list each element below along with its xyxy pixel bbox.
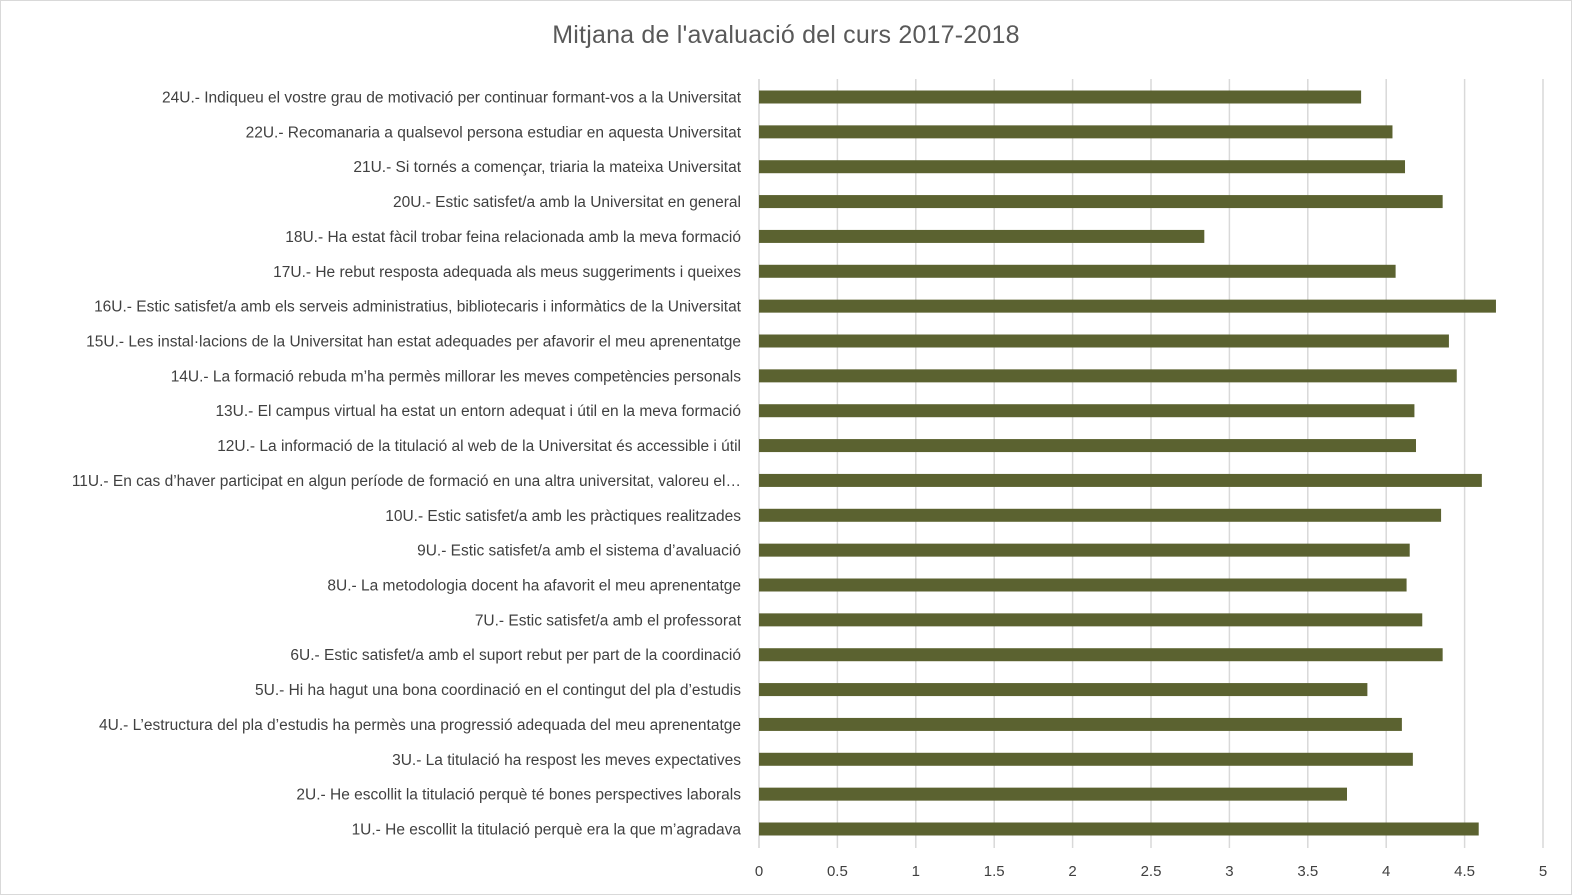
bar bbox=[759, 683, 1368, 697]
bar bbox=[759, 648, 1443, 662]
x-tick-label: 5 bbox=[1539, 863, 1547, 880]
category-label: 18U.- Ha estat fàcil trobar feina relaci… bbox=[285, 229, 741, 246]
category-label: 5U.- Hi ha hagut una bona coordinació en… bbox=[255, 682, 741, 699]
category-label: 4U.- L’estructura del pla d’estudis ha p… bbox=[99, 717, 741, 734]
bar bbox=[759, 543, 1410, 557]
category-label: 14U.- La formació rebuda m’ha permès mil… bbox=[171, 368, 742, 385]
category-label: 10U.- Estic satisfet/a amb les pràctique… bbox=[385, 508, 741, 525]
bar bbox=[759, 752, 1413, 766]
category-label: 7U.- Estic satisfet/a amb el professorat bbox=[475, 612, 742, 629]
x-tick-label: 4.5 bbox=[1454, 863, 1475, 880]
x-tick-label: 0 bbox=[755, 863, 763, 880]
category-label: 9U.- Estic satisfet/a amb el sistema d’a… bbox=[417, 543, 741, 560]
bar bbox=[759, 613, 1423, 627]
category-label: 16U.- Estic satisfet/a amb els serveis a… bbox=[94, 299, 742, 316]
bar bbox=[759, 578, 1407, 592]
category-label: 15U.- Les instal·lacions de la Universit… bbox=[86, 334, 741, 351]
bar bbox=[759, 439, 1416, 453]
bar bbox=[759, 90, 1362, 104]
category-label: 24U.- Indiqueu el vostre grau de motivac… bbox=[162, 90, 742, 107]
bar bbox=[759, 264, 1396, 278]
category-label: 2U.- He escollit la titulació perquè té … bbox=[296, 787, 741, 804]
bar bbox=[759, 822, 1479, 836]
category-label: 12U.- La informació de la titulació al w… bbox=[217, 438, 741, 455]
category-label: 20U.- Estic satisfet/a amb la Universita… bbox=[393, 194, 741, 211]
bar bbox=[759, 299, 1496, 313]
bar bbox=[759, 369, 1457, 383]
bar bbox=[759, 160, 1406, 174]
bar bbox=[759, 125, 1393, 139]
category-label: 6U.- Estic satisfet/a amb el suport rebu… bbox=[290, 647, 741, 664]
x-tick-label: 1.5 bbox=[984, 863, 1005, 880]
x-tick-label: 3.5 bbox=[1297, 863, 1318, 880]
bar bbox=[759, 334, 1449, 348]
bar bbox=[759, 404, 1415, 418]
bar bbox=[759, 229, 1205, 243]
category-label: 1U.- He escollit la titulació perquè era… bbox=[352, 822, 742, 839]
bar bbox=[759, 717, 1402, 731]
category-label: 13U.- El campus virtual ha estat un ento… bbox=[215, 403, 741, 420]
bar bbox=[759, 473, 1482, 487]
category-label: 11U.- En cas d’haver participat en algun… bbox=[72, 473, 741, 490]
x-tick-label: 2 bbox=[1068, 863, 1076, 880]
x-tick-label: 1 bbox=[912, 863, 920, 880]
category-label: 17U.- He rebut resposta adequada als meu… bbox=[273, 264, 741, 281]
x-tick-label: 2.5 bbox=[1141, 863, 1162, 880]
category-label: 3U.- La titulació ha respost les meves e… bbox=[392, 752, 741, 769]
bar bbox=[759, 508, 1442, 522]
x-tick-label: 0.5 bbox=[827, 863, 848, 880]
chart-title: Mitjana de l'avaluació del curs 2017-201… bbox=[552, 21, 1020, 49]
x-tick-label: 4 bbox=[1382, 863, 1390, 880]
bar bbox=[759, 195, 1443, 209]
category-label: 21U.- Si tornés a començar, triaria la m… bbox=[353, 159, 741, 176]
x-tick-label: 3 bbox=[1225, 863, 1233, 880]
bar bbox=[759, 787, 1347, 801]
category-label: 22U.- Recomanaria a qualsevol persona es… bbox=[246, 124, 742, 141]
category-label: 8U.- La metodologia docent ha afavorit e… bbox=[327, 578, 741, 595]
